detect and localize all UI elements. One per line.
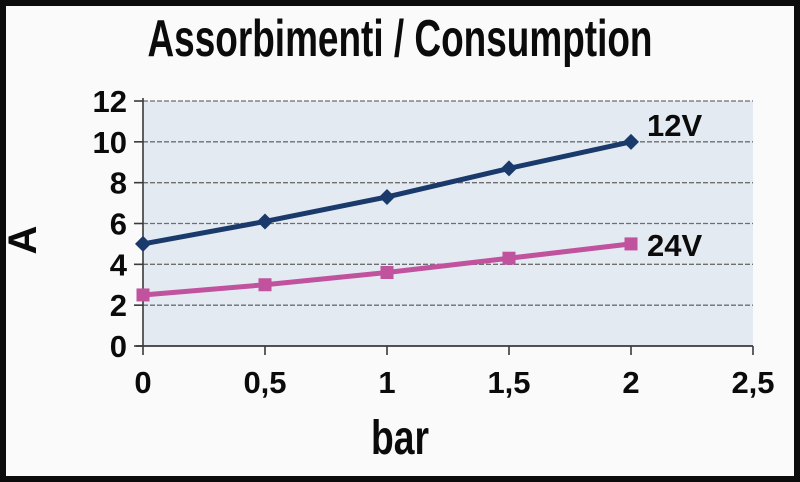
y-tick-label: 2 [110,288,127,323]
series-label-12V: 12V [647,108,702,143]
y-axis-title: A [6,226,45,255]
marker-square [136,288,150,302]
x-tick-label: 0,5 [243,365,286,400]
marker-square [258,278,272,292]
x-tick-label: 1,5 [487,365,530,400]
y-tick-label: 12 [93,84,127,119]
x-tick-label: 0 [134,365,151,400]
marker-square [624,237,638,251]
marker-diamond [501,160,517,177]
marker-diamond [623,133,639,150]
consumption-chart: 0 2 4 6 8 10 12 0 0,5 1 1,5 2 2,5 12V 24V Assorbimenti… [6,10,775,465]
y-tick-label: 10 [93,125,127,160]
y-tick-label: 0 [110,329,127,364]
plot-area: 0 2 4 6 8 10 12 0 0,5 1 1,5 2 2,5 12V 24V [93,84,775,400]
x-tick-label: 1 [378,365,395,400]
y-tick-label: 4 [110,247,128,282]
marker-diamond [257,213,273,230]
y-tick-label: 8 [110,166,127,201]
series-label-24V: 24V [647,228,702,263]
marker-diamond [379,188,395,205]
marker-square [502,251,516,265]
marker-diamond [135,235,151,252]
chart-title: Assorbimenti / Consumption [148,10,653,68]
x-tick-label: 2 [622,365,639,400]
x-tick-label: 2,5 [731,365,774,400]
y-tick-label: 6 [110,207,127,242]
marker-square [380,266,394,279]
x-axis-title: bar [371,412,429,465]
